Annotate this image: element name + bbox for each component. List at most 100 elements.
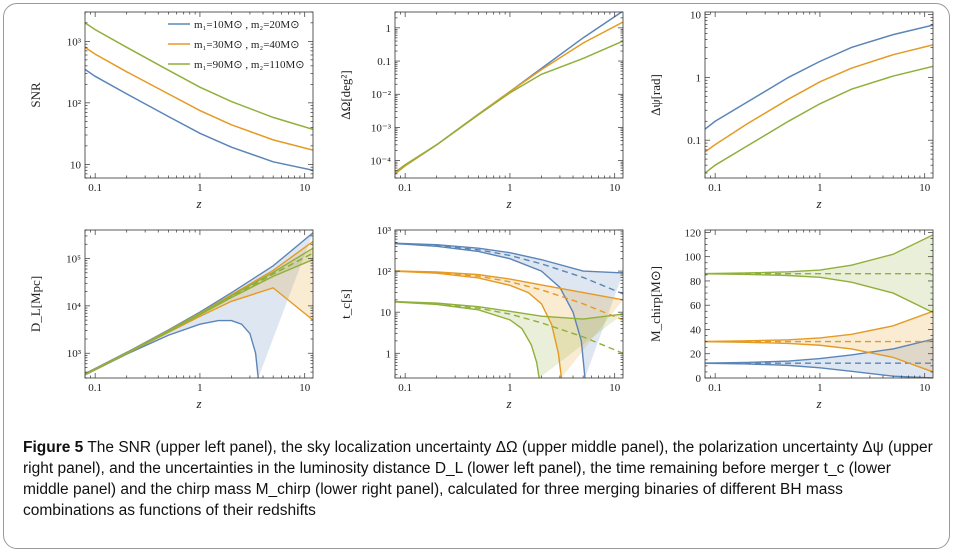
y-tick-label: 10 [380, 307, 392, 319]
y-axis-label: ΔΩ[deg²] [338, 70, 353, 119]
y-axis-label: M_chirp[M⊙] [648, 266, 663, 342]
x-tick-label: 1 [817, 382, 823, 394]
x-tick-label: 10 [609, 382, 621, 394]
y-tick-label: 10⁵ [66, 254, 81, 266]
x-axis-label: z [195, 196, 201, 211]
y-tick-label: 10³ [377, 225, 392, 237]
x-tick-label: 1 [817, 182, 823, 194]
plot-area [395, 12, 623, 175]
x-tick-label: 1 [507, 382, 513, 394]
series-line-1 [395, 21, 623, 175]
x-minor-ticks [704, 12, 926, 178]
x-tick-label: 0.1 [398, 382, 412, 394]
panel-lower-middle: 0.1 1 10 1 10 10² 10³ z t_c[s] [338, 225, 624, 411]
axes-frame [704, 11, 934, 179]
y-tick-label: 0 [696, 373, 702, 385]
series-line-0 [85, 68, 313, 172]
y-tick-label: 40 [690, 324, 702, 336]
y-tick-label: 10³ [67, 348, 82, 360]
x-axis-label: z [195, 396, 201, 411]
axes-frame [84, 11, 314, 179]
x-tick-label: 1 [197, 382, 203, 394]
series-line-1 [85, 46, 313, 151]
x-axis-label: z [815, 196, 821, 211]
x-tick-label: 0.1 [708, 182, 722, 194]
center-dashed-line-2 [85, 252, 313, 375]
legend-entry-1: m₁=30M⊙ , m₂=40M⊙ [194, 39, 299, 51]
y-tick-label: 20 [690, 349, 702, 361]
center-dashed-line-1 [395, 270, 623, 321]
axes-frame [394, 11, 624, 179]
y-tick-label: 10⁻² [371, 89, 392, 101]
band-0 [395, 243, 623, 378]
panel-upper-left: 0.1 1 10 10 10² 10³ z SNR [28, 11, 314, 211]
x-minor-ticks [84, 12, 306, 178]
y-tick-label: 10 [690, 10, 702, 22]
series-line-2 [395, 40, 623, 173]
center-dashed-line-0 [395, 242, 623, 295]
band-0 [705, 339, 933, 378]
y-tick-label: 60 [690, 300, 702, 312]
panel-lower-left: 0.1 1 10 10³ 10⁴ 10⁵ z D_L[Mpc] [28, 229, 314, 411]
axes-frame [84, 229, 314, 379]
caption-label: Figure 5 [23, 439, 84, 456]
y-tick-label: 10 [70, 159, 82, 171]
x-tick-label: 10 [919, 382, 931, 394]
x-tick-label: 10 [299, 182, 311, 194]
x-axis-label: z [505, 396, 511, 411]
series-line-2 [705, 65, 933, 174]
y-tick-label: 10⁻⁴ [370, 156, 391, 168]
y-minor-ticks [395, 11, 623, 179]
panel-upper-right: 0.1 1 10 0.1 1 10 z Δψ[rad] [648, 10, 934, 211]
y-tick-label: 1 [696, 72, 702, 84]
y-axis-label: Δψ[rad] [648, 74, 663, 116]
y-minor-ticks [85, 11, 313, 179]
y-tick-label: 100 [685, 252, 702, 264]
y-minor-ticks [705, 14, 933, 174]
y-tick-label: 10⁴ [66, 301, 81, 313]
x-tick-label: 0.1 [88, 382, 102, 394]
x-tick-label: 10 [299, 382, 311, 394]
x-axis-label: z [815, 396, 821, 411]
series-line-0 [705, 24, 933, 130]
x-minor-ticks [704, 230, 926, 378]
y-minor-ticks [85, 229, 313, 379]
y-axis-label: SNR [28, 82, 43, 108]
y-tick-label: 10² [67, 98, 82, 110]
legend-entry-0: m₁=10M⊙ , m₂=20M⊙ [194, 19, 299, 31]
y-minor-ticks [705, 232, 933, 379]
y-tick-label: 10² [377, 266, 392, 278]
caption-text: The SNR (upper left panel), the sky loca… [23, 439, 933, 519]
y-tick-label: 0.1 [687, 135, 701, 147]
plot-area [85, 22, 313, 172]
x-minor-ticks [394, 12, 616, 178]
y-tick-label: 10³ [67, 36, 82, 48]
series-line-1 [705, 44, 933, 153]
band-0 [85, 232, 313, 378]
x-tick-label: 1 [507, 182, 513, 194]
y-tick-label: 120 [685, 227, 702, 239]
y-tick-label: 0.1 [377, 56, 391, 68]
x-tick-label: 0.1 [88, 182, 102, 194]
legend-entry-2: m₁=90M⊙ , m₂=110M⊙ [194, 59, 305, 71]
plot-area [85, 232, 313, 378]
x-minor-ticks [84, 230, 306, 378]
axes-frame [394, 229, 624, 379]
series-line-2 [85, 22, 313, 131]
x-tick-label: 0.1 [708, 382, 722, 394]
y-tick-label: 1 [386, 348, 392, 360]
x-minor-ticks [394, 230, 616, 378]
panel-upper-middle: 0.1 1 10 10⁻⁴ 10⁻³ 10⁻² 0.1 1 z ΔΩ[deg²] [338, 11, 624, 211]
axes-frame [704, 229, 934, 379]
y-axis-label: t_c[s] [338, 289, 353, 319]
x-tick-label: 0.1 [398, 182, 412, 194]
plot-area [395, 242, 623, 378]
x-tick-label: 1 [197, 182, 203, 194]
y-tick-label: 80 [690, 276, 702, 288]
y-minor-ticks [395, 229, 623, 376]
plot-area [705, 24, 933, 174]
x-tick-label: 10 [919, 182, 931, 194]
y-axis-label: D_L[Mpc] [28, 276, 43, 332]
